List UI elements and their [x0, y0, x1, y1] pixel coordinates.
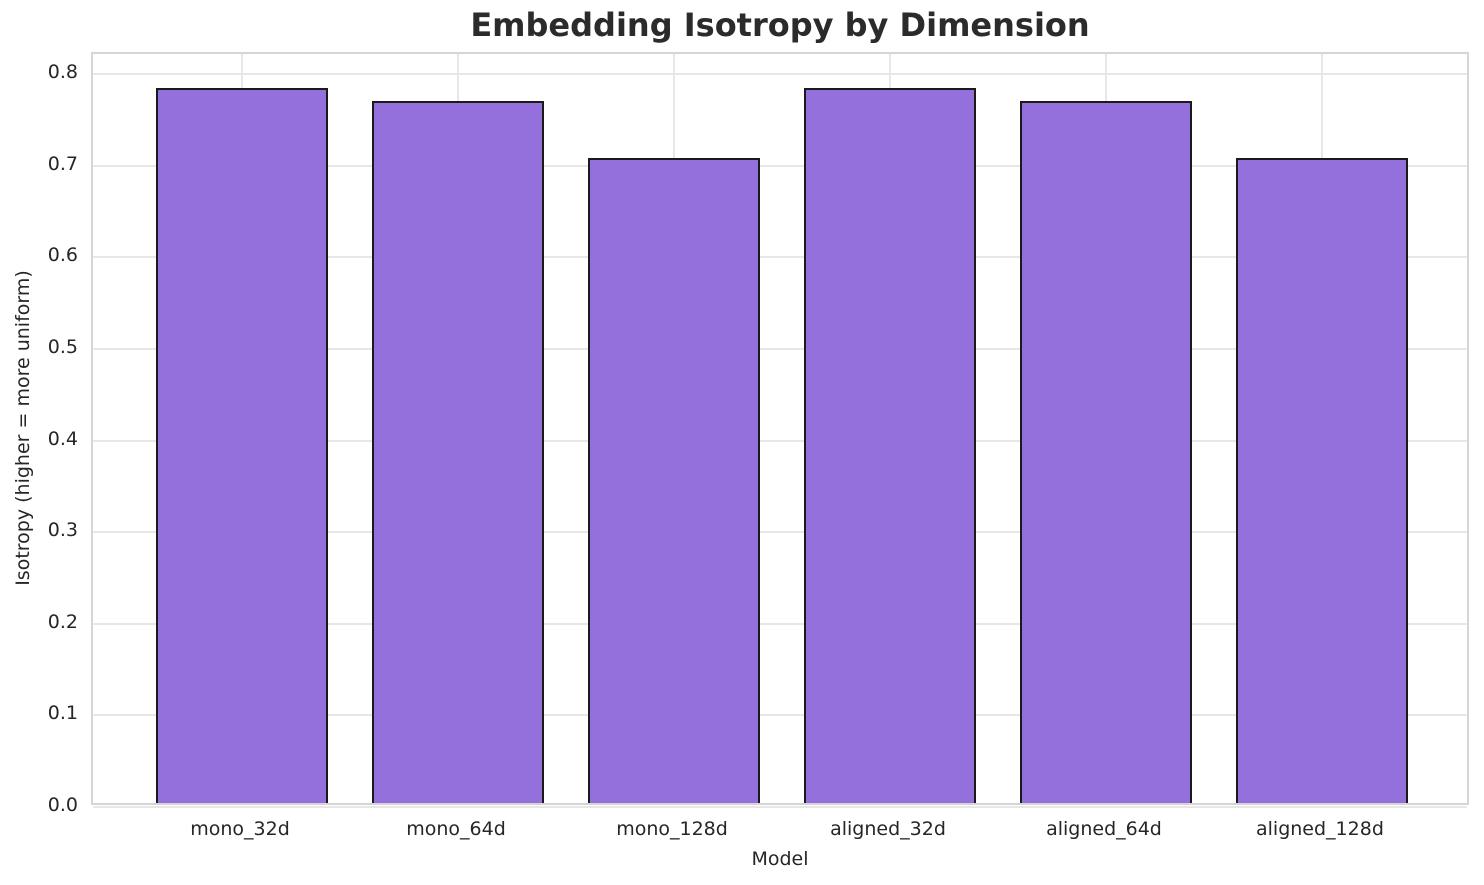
bar-mono_32d [155, 87, 329, 803]
y-tick-label: 0.1 [47, 702, 78, 725]
gridline-horizontal [93, 164, 1467, 167]
gridline-horizontal [93, 622, 1467, 625]
gridline-horizontal [93, 73, 1467, 76]
x-tick-label-mono_128d: mono_128d [616, 818, 728, 840]
gridline-horizontal [93, 806, 1467, 808]
gridline-horizontal [93, 531, 1467, 534]
y-tick-label: 0.4 [47, 427, 78, 450]
gridline-horizontal [93, 256, 1467, 259]
gridline-horizontal [93, 347, 1467, 350]
x-tick-label-mono_64d: mono_64d [406, 818, 506, 840]
x-tick-label-aligned_128d: aligned_128d [1256, 818, 1384, 840]
y-tick-label: 0.3 [47, 519, 78, 542]
bar-aligned_64d [1019, 101, 1193, 803]
y-tick-label: 0.6 [47, 244, 78, 267]
bar-mono_128d [587, 158, 761, 803]
bar-aligned_128d [1235, 158, 1409, 803]
y-tick-label: 0.5 [47, 335, 78, 358]
bar-aligned_32d [803, 87, 977, 803]
y-tick-label: 0.7 [47, 152, 78, 175]
x-axis-label: Model [751, 848, 809, 870]
y-tick-label: 0.0 [47, 794, 78, 816]
x-tick-label-aligned_32d: aligned_32d [830, 818, 946, 840]
chart-title: Embedding Isotropy by Dimension [470, 6, 1090, 44]
y-tick-label: 0.8 [47, 61, 78, 84]
bar-mono_64d [371, 101, 545, 803]
plot-area [91, 52, 1469, 808]
x-tick-label-aligned_64d: aligned_64d [1046, 818, 1162, 840]
y-axis-label: Isotropy (higher = more uniform) [12, 270, 34, 586]
gridline-horizontal [93, 714, 1467, 717]
gridline-horizontal [93, 439, 1467, 442]
x-tick-label-mono_32d: mono_32d [190, 818, 290, 840]
y-tick-label: 0.2 [47, 610, 78, 633]
